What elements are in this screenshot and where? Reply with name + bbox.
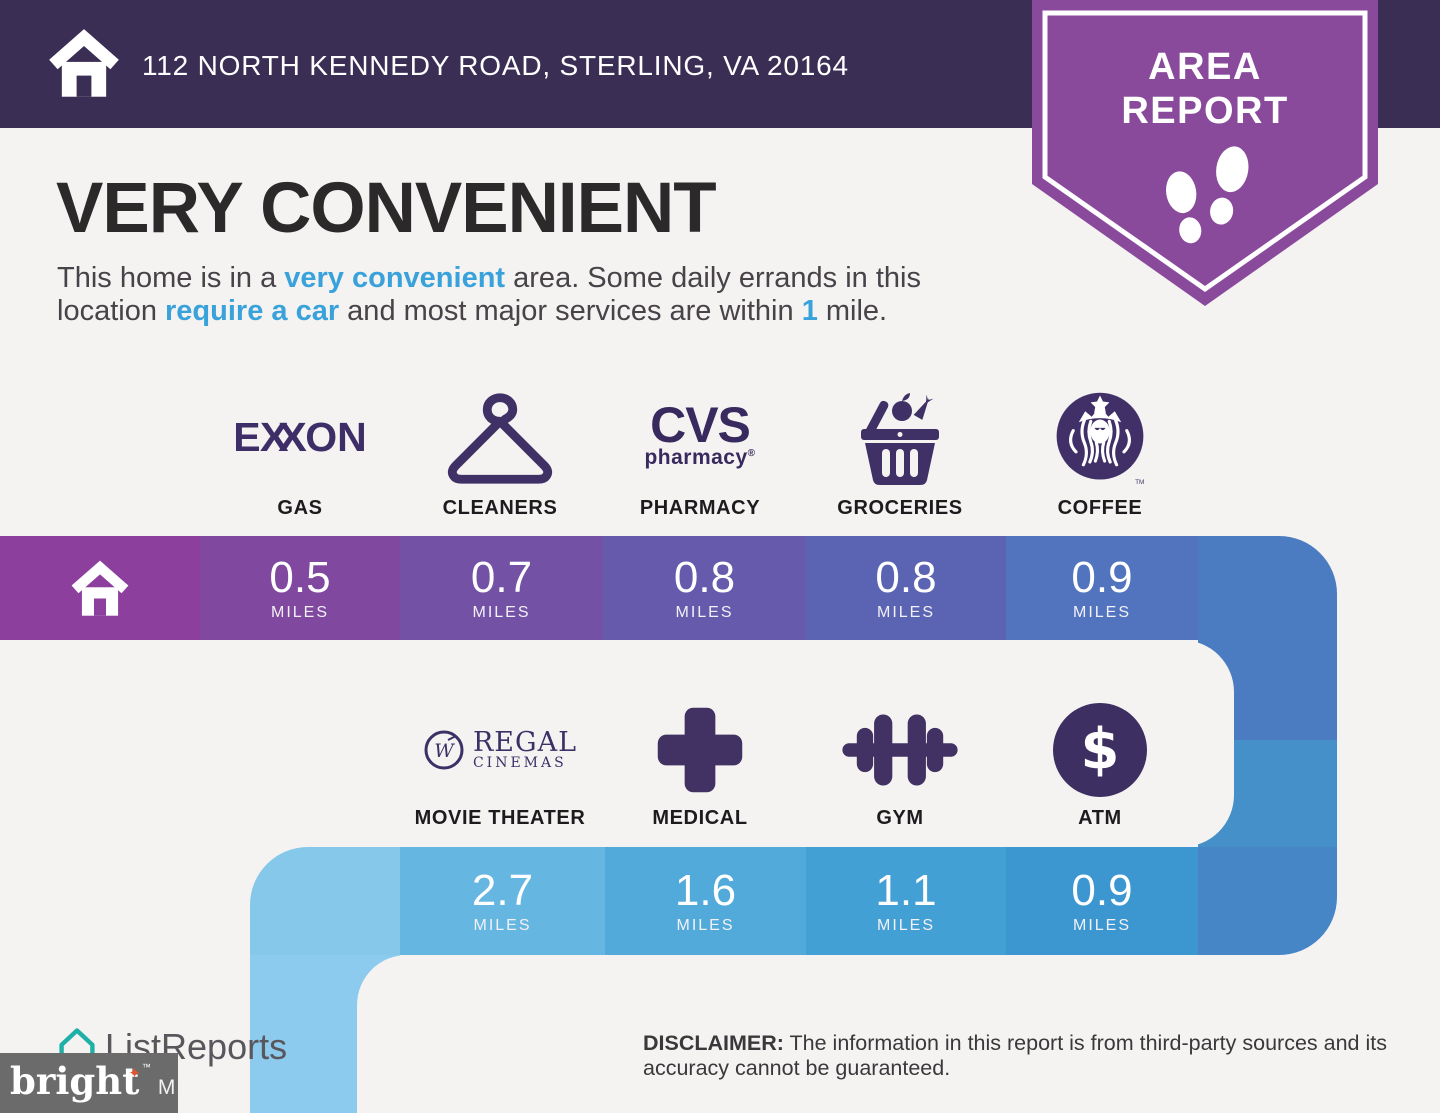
cvs-pharmacy-logo: CVS pharmacy® <box>644 397 756 469</box>
amenity-groceries: GROCERIES <box>785 378 1015 520</box>
distance-bar-top: 0.5 MILES 0.7 MILES 0.8 MILES 0.8 MILES 0.9 M… <box>0 536 1440 640</box>
amenity-cleaners: CLEANERS <box>385 378 615 520</box>
ribbon-notch-right <box>1150 640 1234 847</box>
badge-shape <box>1032 0 1378 306</box>
amenity-label: GROCERIES <box>837 497 963 519</box>
svg-text:W: W <box>434 740 455 762</box>
area-report-badge: AREA REPORT <box>1032 0 1378 312</box>
home-icon <box>71 560 129 616</box>
home-cell <box>0 536 200 640</box>
distance-cell-atm: 0.9 MILES <box>1006 847 1198 955</box>
distance-cell-movie-theater: 2.7 MILES <box>400 847 605 955</box>
intro-paragraph: This home is in a very convenient area. … <box>57 262 1017 328</box>
ribbon-corner-bottom-right <box>1198 847 1337 955</box>
starbucks-logo: TM <box>1056 392 1144 486</box>
distance-cell-cleaners: 0.7 MILES <box>400 536 603 640</box>
amenity-coffee: TM COFFEE <box>985 378 1215 520</box>
distance-cell-pharmacy: 0.8 MILES <box>603 536 806 640</box>
intro-pre: This home is in a <box>57 262 285 294</box>
amenity-pharmacy: CVS pharmacy® PHARMACY <box>585 378 815 520</box>
distance-bar-bottom: 2.7 MILES 1.6 MILES 1.1 MILES 0.9 MILES <box>0 847 1440 955</box>
amenity-movie-theater: W REGAL CINEMAS MOVIE THEATER <box>385 692 615 830</box>
amenity-label: GAS <box>277 497 323 519</box>
home-icon <box>49 29 119 97</box>
dumbbell-icon <box>842 713 958 786</box>
amenity-label: ATM <box>1078 807 1122 829</box>
amenity-label: COFFEE <box>1057 497 1143 519</box>
distance-cell-groceries: 0.8 MILES <box>806 536 1006 640</box>
intro-highlight: 1 <box>801 295 818 327</box>
intro-highlight: very convenient <box>284 262 506 294</box>
footprints-icon <box>1166 146 1249 244</box>
amenity-medical: MEDICAL <box>585 692 815 830</box>
distance-cell-gas: 0.5 MILES <box>200 536 400 640</box>
intro-highlight: require a car <box>165 295 340 327</box>
ribbon-corner-top-right <box>1198 536 1337 640</box>
intro-mid: and most major services are within <box>339 295 802 327</box>
amenity-label: CLEANERS <box>442 497 558 519</box>
amenity-gym: GYM <box>785 692 1015 830</box>
dollar-circle-icon: $ <box>1053 702 1147 797</box>
distance-cell-coffee: 0.9 MILES <box>1006 536 1198 640</box>
amenity-label: MEDICAL <box>652 807 748 829</box>
bright-mls-logo: bright ✦ ™ MLS <box>0 1053 206 1113</box>
distance-cell-gym: 1.1 MILES <box>806 847 1006 955</box>
amenity-gas: EXX ON GAS <box>185 378 415 520</box>
disclaimer-text: DISCLAIMER: The information in this repo… <box>643 1031 1387 1080</box>
exxon-logo: EXX ON <box>233 414 367 460</box>
page-title: VERY CONVENIENT <box>56 169 717 248</box>
property-address: 112 NORTH KENNEDY ROAD, STERLING, VA 201… <box>142 50 849 81</box>
ribbon-corner-bottom-left <box>250 847 400 955</box>
medical-cross-icon <box>657 707 743 792</box>
badge-line2: REPORT <box>1121 90 1289 132</box>
amenity-atm: $ ATM <box>985 692 1215 830</box>
grocery-basket-icon <box>861 392 939 485</box>
distance-cell-medical: 1.6 MILES <box>605 847 806 955</box>
intro-post: mile. <box>817 295 888 327</box>
svg-text:TM: TM <box>1135 479 1144 486</box>
amenity-label: PHARMACY <box>639 497 761 519</box>
ribbon-notch-left <box>357 955 469 1113</box>
amenity-label: GYM <box>876 807 924 829</box>
regal-cinemas-logo: W REGAL CINEMAS <box>423 729 577 771</box>
intro-mid: area. Some daily errands in this locatio… <box>57 262 921 327</box>
badge-line1: AREA <box>1148 46 1262 88</box>
star-icon: ✦ <box>128 1065 141 1082</box>
amenity-label: MOVIE THEATER <box>414 807 586 829</box>
hanger-icon <box>447 392 553 484</box>
